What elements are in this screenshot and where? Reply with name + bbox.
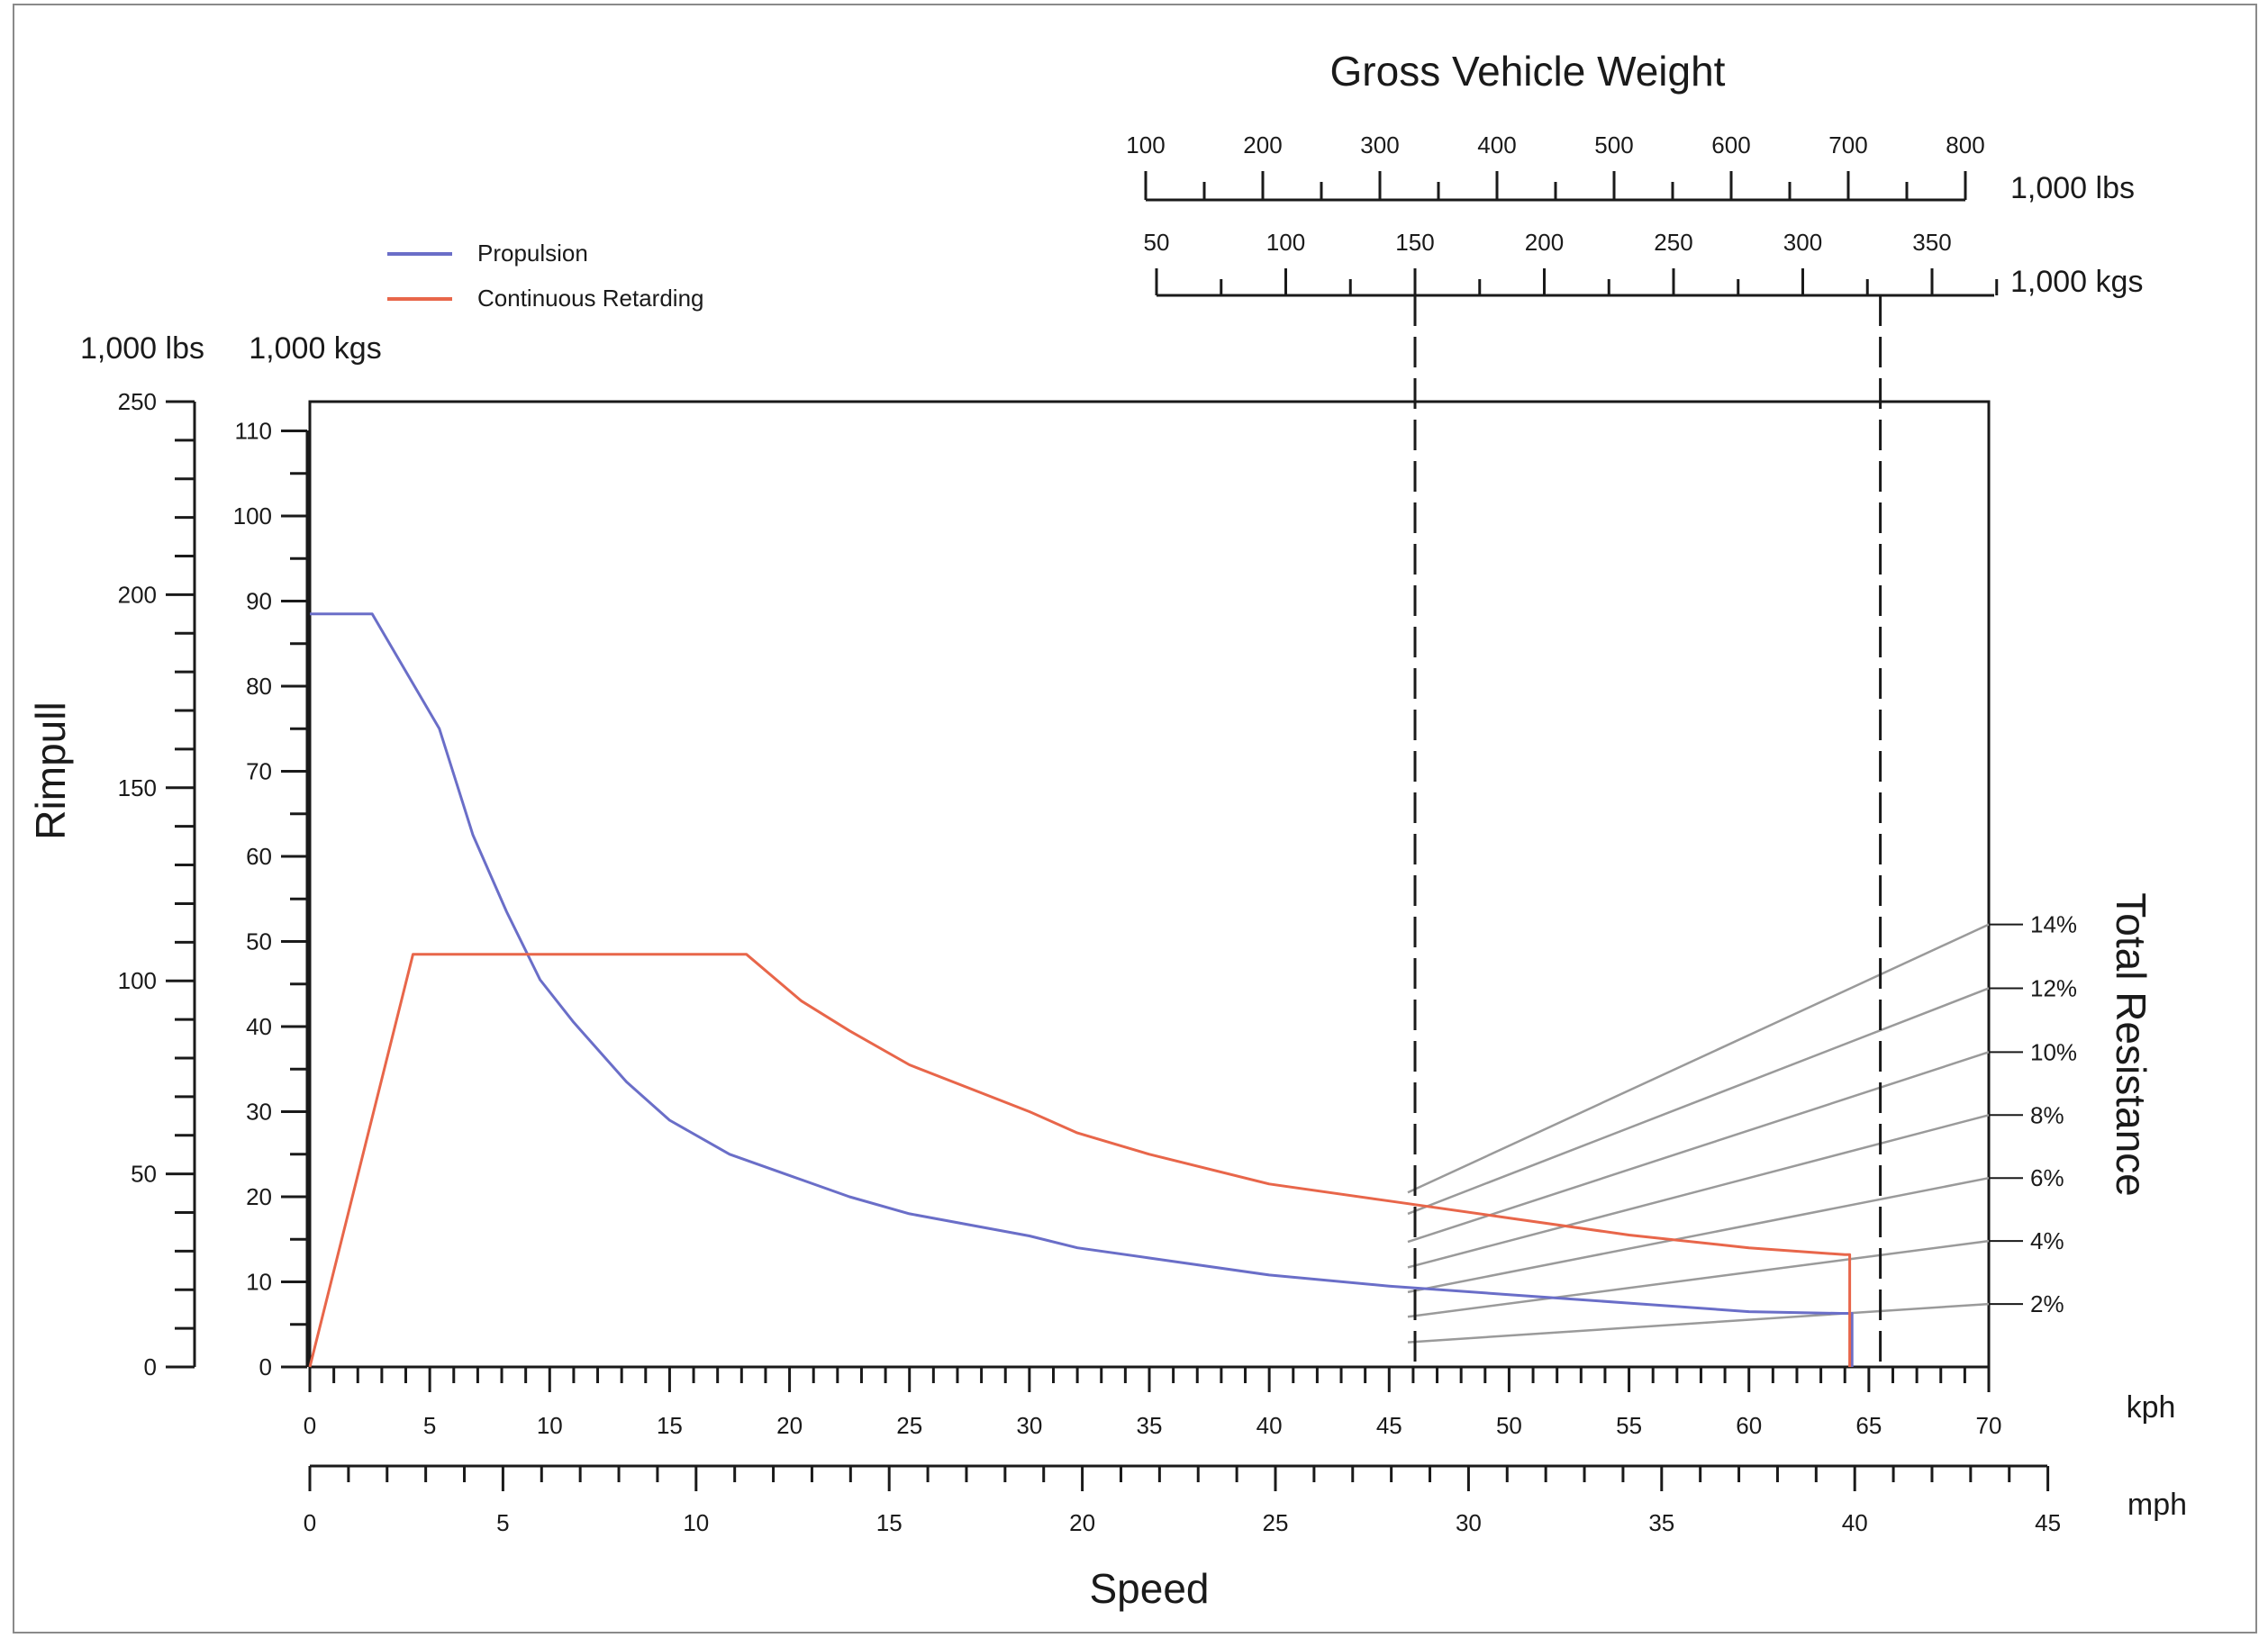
x-kph-tick-label: 0: [304, 1412, 316, 1439]
resistance-label: 14%: [2030, 911, 2077, 938]
chart-legend: Propulsion Continuous Retarding: [387, 240, 704, 312]
y-kgs-tick-label: 20: [246, 1183, 272, 1210]
gvw-kgs-tick-label: 150: [1395, 229, 1434, 256]
y-kgs-tick-label: 90: [246, 588, 272, 615]
gvw-lbs-tick-label: 300: [1360, 131, 1399, 158]
resistance-label: 10%: [2030, 1038, 2077, 1065]
resistance-line: [1407, 987, 1990, 1216]
x-kph-tick-label: 5: [423, 1412, 436, 1439]
x-mph-tick-label: 25: [1263, 1509, 1289, 1536]
y-kgs-tick-label: 30: [246, 1099, 272, 1126]
resistance-label: 2%: [2030, 1290, 2064, 1317]
resistance-label: 12%: [2030, 974, 2077, 1001]
gvw-lbs-unit: 1,000 lbs: [2010, 171, 2135, 205]
gvw-lbs-tick-label: 800: [1946, 131, 1984, 158]
chart-title: Gross Vehicle Weight: [1330, 48, 1726, 95]
x-axis-title: Speed: [1089, 1565, 1209, 1612]
resistance-label: 4%: [2030, 1227, 2064, 1254]
gvw-lbs-tick-label: 700: [1828, 131, 1867, 158]
gvw-lbs-tick-label: 200: [1243, 131, 1282, 158]
x-kph-tick-label: 15: [657, 1412, 683, 1439]
plot-area-border: [308, 400, 1991, 1369]
y-kgs-tick-label: 10: [246, 1269, 272, 1296]
resistance-line: [1407, 1114, 1990, 1269]
legend-label-retarding: Continuous Retarding: [477, 285, 704, 312]
resistance-line: [1407, 1239, 1990, 1318]
y-kgs-tick-label: 50: [246, 928, 272, 955]
x-kph-tick-label: 70: [1976, 1412, 2002, 1439]
x-mph-unit: mph: [2127, 1488, 2187, 1522]
y-kgs-tick-label: 100: [233, 502, 272, 529]
y-lbs-tick-label: 0: [144, 1353, 157, 1380]
gvw-lbs-tick-label: 500: [1594, 131, 1633, 158]
y-kgs-tick-label: 80: [246, 673, 272, 700]
gvw-lbs-tick-label: 600: [1711, 131, 1750, 158]
y-lbs-tick-label: 50: [131, 1161, 157, 1188]
y-kgs-tick-label: 40: [246, 1013, 272, 1040]
right-axis-title: Total Resistance: [2108, 892, 2155, 1197]
series-line-continuous-retarding: [308, 953, 1852, 1368]
x-mph-tick-label: 35: [1648, 1509, 1674, 1536]
y-lbs-unit: 1,000 lbs: [80, 331, 204, 366]
data-series: [308, 612, 1854, 1368]
x-kph-tick-label: 65: [1855, 1412, 1882, 1439]
x-mph-tick-label: 45: [2035, 1509, 2061, 1536]
x-kph-tick-label: 25: [896, 1412, 922, 1439]
gvw-kgs-tick-label: 250: [1654, 229, 1692, 256]
series-line-propulsion: [310, 612, 1854, 1367]
resistance-line: [1407, 923, 1990, 1194]
gvw-kgs-tick-label: 200: [1525, 229, 1564, 256]
x-kph-tick-label: 60: [1736, 1412, 1762, 1439]
x-kph-tick-label: 35: [1137, 1412, 1163, 1439]
resistance-line: [1407, 1302, 1990, 1344]
y-kgs-tick-label: 110: [235, 418, 272, 445]
x-mph-tick-label: 10: [683, 1509, 709, 1536]
gvw-kgs-tick-label: 350: [1912, 229, 1951, 256]
x-mph-tick-label: 40: [1842, 1509, 1868, 1536]
resistance-line: [1407, 1176, 1990, 1294]
x-kph-tick-label: 55: [1616, 1412, 1642, 1439]
y-kgs-tick-label: 70: [246, 758, 272, 785]
gvw-lbs-tick-label: 100: [1126, 131, 1165, 158]
total-resistance-lines: 14% 12% 10% 8% 6% 4% 2%: [1407, 911, 2077, 1344]
y-lbs-tick-label: 150: [118, 774, 157, 801]
y-kgs-unit: 1,000 kgs: [249, 331, 381, 366]
x-kph-tick-label: 50: [1496, 1412, 1522, 1439]
x-kph-tick-label: 30: [1016, 1412, 1042, 1439]
chart-frame: [13, 4, 2257, 1633]
x-kph-tick-label: 40: [1256, 1412, 1283, 1439]
gvw-reference-lines: [1413, 295, 1882, 1367]
y-lbs-tick-label: 250: [118, 388, 157, 415]
resistance-label: 8%: [2030, 1101, 2064, 1128]
gvw-kgs-tick-label: 50: [1144, 229, 1170, 256]
y-kgs-tick-label: 60: [246, 843, 272, 870]
x-kph-tick-label: 10: [537, 1412, 563, 1439]
resistance-line: [1407, 1051, 1990, 1244]
x-mph-tick-label: 30: [1456, 1509, 1482, 1536]
x-kph-unit: kph: [2127, 1390, 2176, 1425]
gvw-kgs-tick-label: 100: [1266, 229, 1305, 256]
x-kph-tick-label: 20: [776, 1412, 803, 1439]
x-mph-tick-label: 20: [1069, 1509, 1095, 1536]
y-kgs-tick-label: 0: [259, 1353, 272, 1380]
legend-label-propulsion: Propulsion: [477, 240, 588, 267]
x-mph-tick-label: 0: [304, 1509, 316, 1536]
axis-ticks: 0501001502002500102030405060708090100110…: [118, 131, 2061, 1536]
x-mph-tick-label: 5: [496, 1509, 509, 1536]
gvw-kgs-unit: 1,000 kgs: [2010, 265, 2143, 299]
y-lbs-tick-label: 200: [118, 581, 157, 608]
gvw-lbs-tick-label: 400: [1477, 131, 1516, 158]
gvw-kgs-tick-label: 300: [1783, 229, 1822, 256]
resistance-label: 6%: [2030, 1164, 2064, 1191]
y-lbs-tick-label: 100: [118, 967, 157, 994]
x-mph-tick-label: 15: [876, 1509, 903, 1536]
x-kph-tick-label: 45: [1376, 1412, 1402, 1439]
y-axis-title: Rimpull: [27, 701, 74, 839]
